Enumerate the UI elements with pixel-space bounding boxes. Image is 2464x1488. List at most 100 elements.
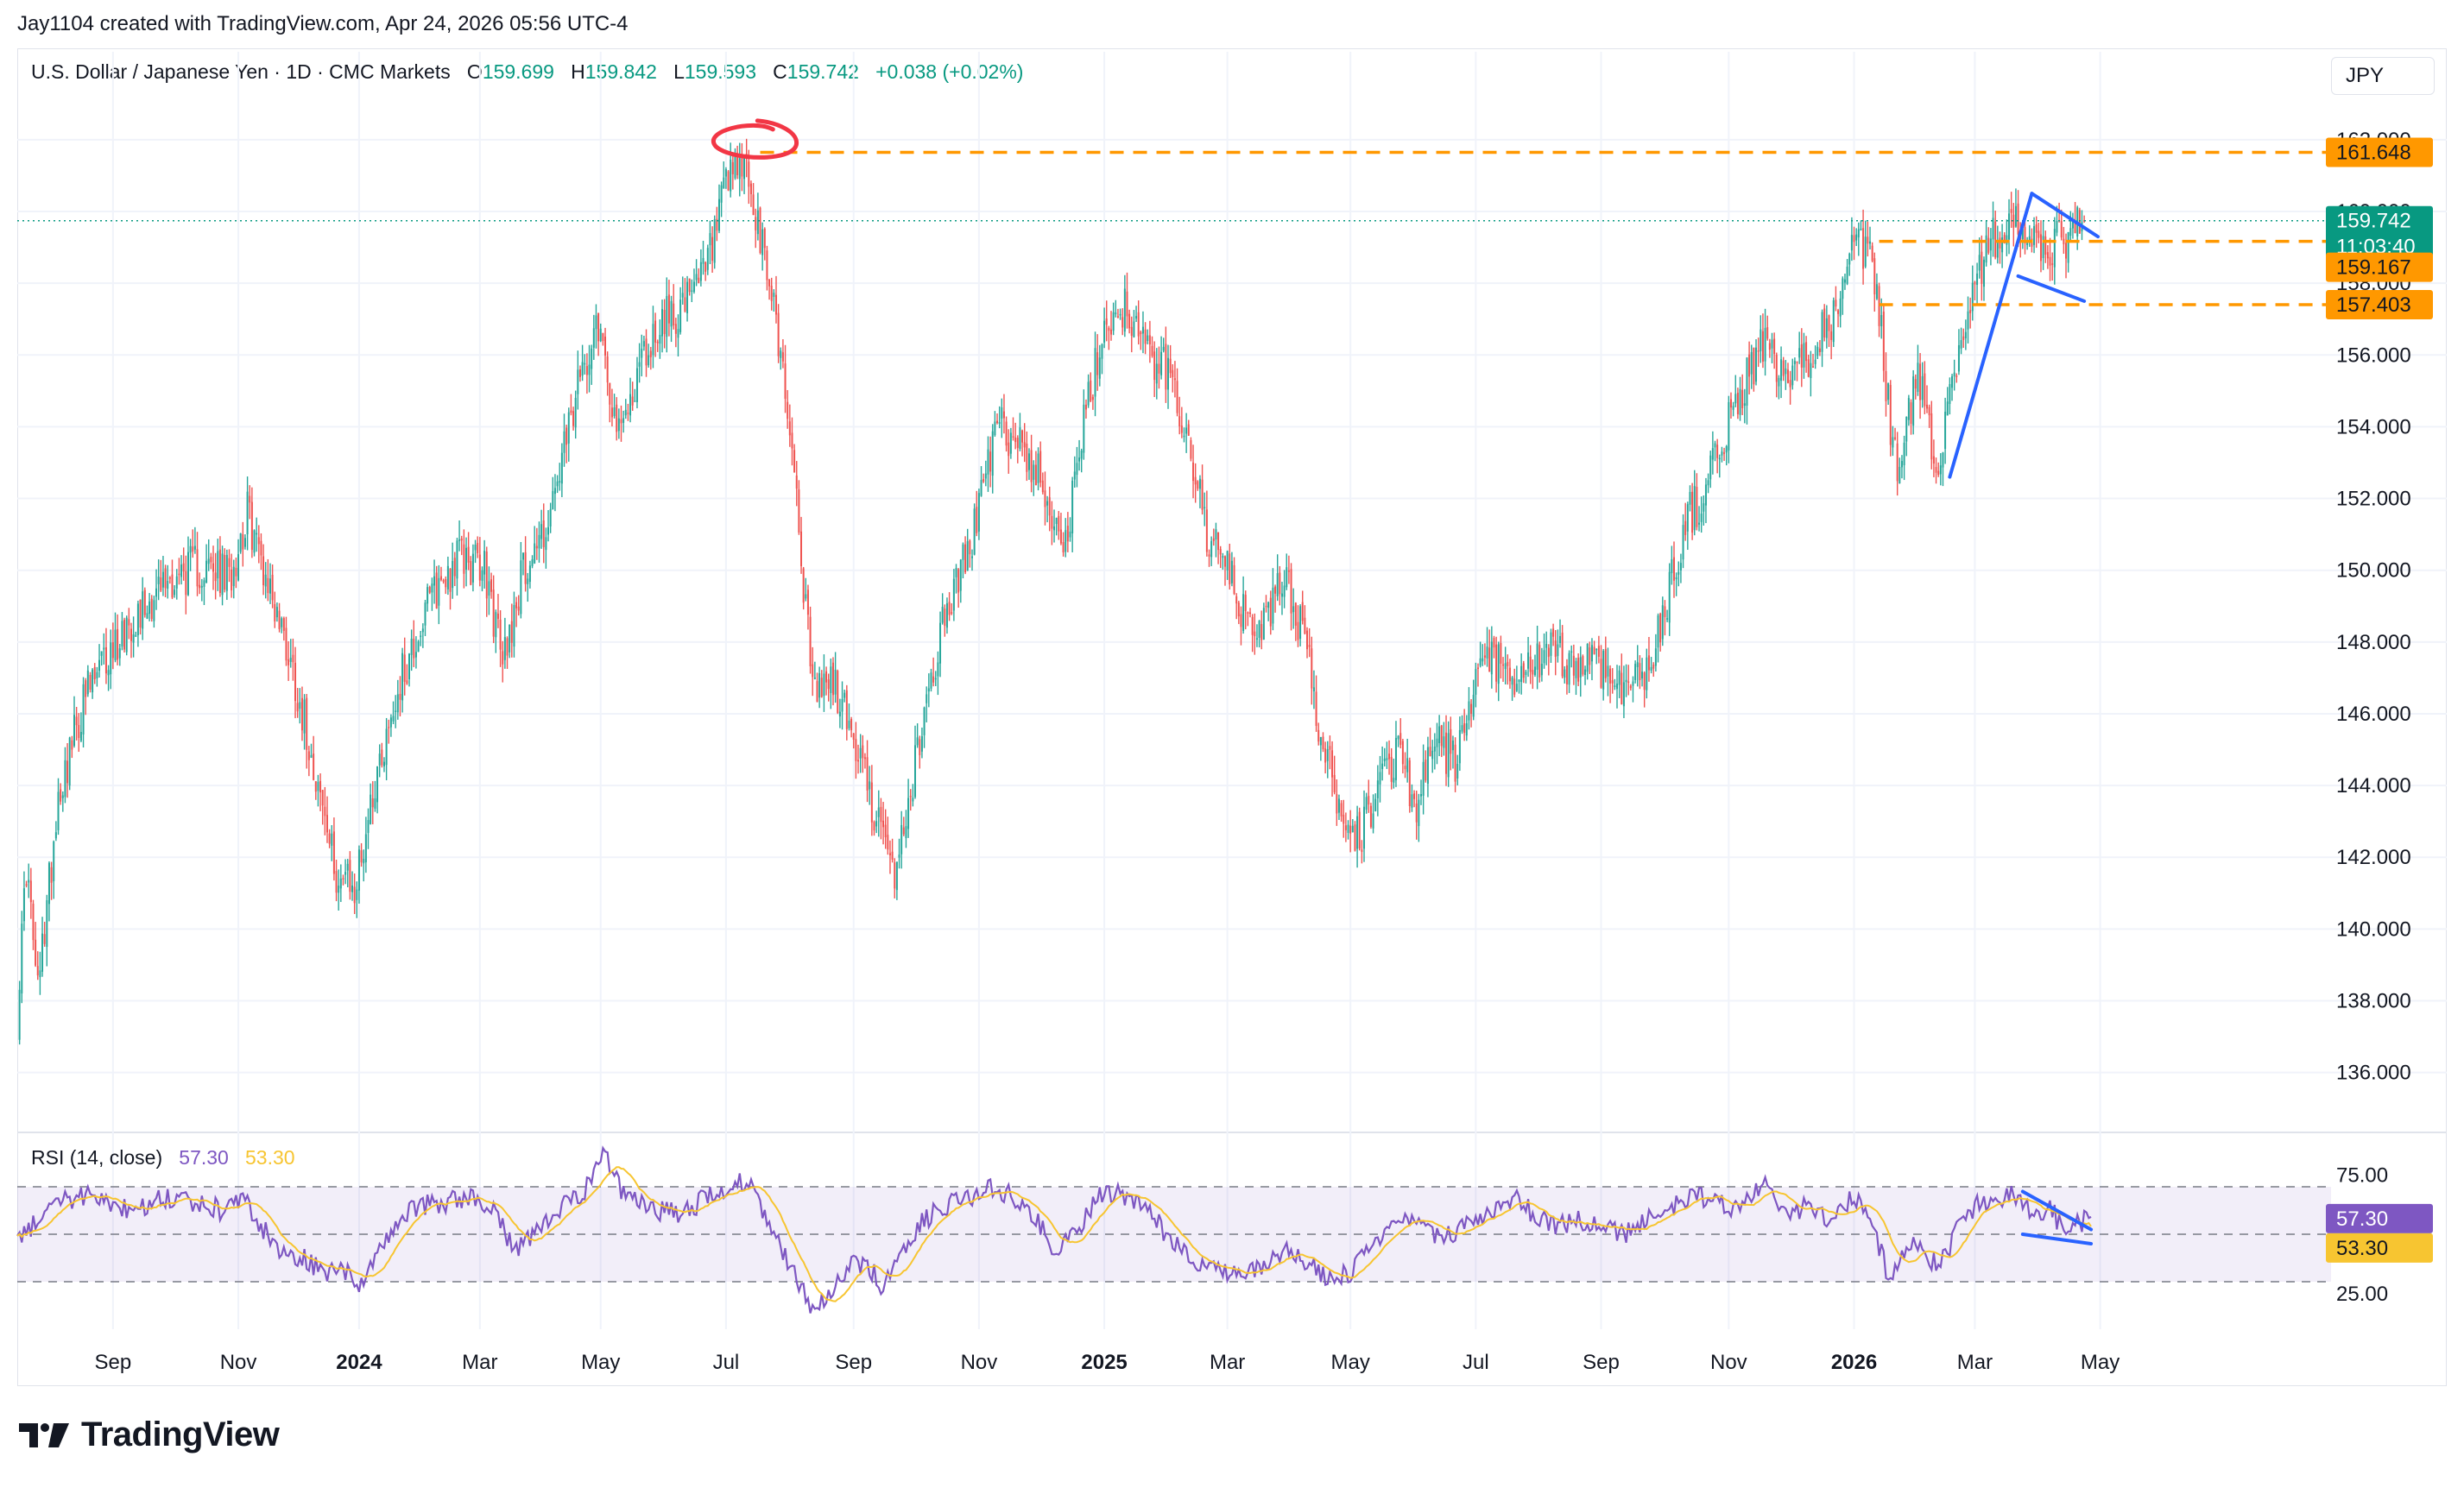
candle-body [57, 791, 60, 830]
candle-body [812, 664, 814, 678]
candle-body [178, 573, 180, 576]
candle-body [1173, 378, 1176, 381]
candle-body [581, 362, 584, 376]
candle-body [180, 564, 183, 577]
candle-body [1096, 352, 1099, 375]
candle-body [1311, 648, 1313, 689]
candle-body [577, 369, 579, 394]
price-tick-label: 136.000 [2336, 1062, 2411, 1085]
candle-body [1748, 354, 1751, 377]
candle-body [574, 397, 577, 428]
candle-body [1721, 451, 1723, 456]
candle-body [1431, 750, 1434, 760]
candle-body [900, 824, 903, 854]
candle-body [1014, 438, 1017, 443]
currency-button[interactable]: JPY [2331, 57, 2435, 95]
candle-body [1775, 355, 1778, 382]
candle-body [973, 508, 976, 555]
candle-body [2067, 231, 2069, 263]
candle-body [1547, 647, 1550, 658]
candle-body [1627, 681, 1630, 684]
trendline [1948, 192, 2034, 479]
candle-body [934, 678, 937, 680]
candle-body [763, 228, 766, 249]
candle-body [205, 560, 208, 583]
candle-body [1247, 612, 1249, 614]
candle-body [317, 781, 319, 791]
candle-body [2033, 226, 2036, 245]
candle-body [631, 396, 634, 406]
candle-body [2017, 203, 2019, 235]
candle-body [1780, 359, 1783, 381]
candle-body [1185, 427, 1188, 434]
candle-body [1205, 509, 1208, 552]
candle-body [656, 341, 659, 344]
candle-body [1728, 401, 1730, 451]
tradingview-logo[interactable]: TradingView [19, 1415, 280, 1454]
candle-body [1782, 360, 1785, 376]
candle-body [275, 607, 278, 618]
candle-body [1989, 238, 1992, 251]
candle-body [135, 635, 137, 637]
candle-body [1853, 235, 1855, 243]
candle-body [1090, 380, 1092, 401]
candle-body [559, 481, 561, 483]
candle-body [256, 533, 258, 535]
candle-body [1080, 451, 1083, 459]
candle-body [224, 555, 226, 590]
price-tags-layer: 161.648 159.742 11:03:40 159.167 157.403… [2326, 137, 2433, 1263]
candle-body [1162, 346, 1165, 351]
trendline [2016, 274, 2087, 303]
candle-body [1393, 778, 1395, 783]
candle-body [1507, 661, 1509, 666]
candle-body [825, 671, 828, 683]
candle-body [553, 488, 556, 495]
candle-body [1490, 641, 1493, 675]
candle-body [882, 820, 885, 828]
candle-body [1561, 632, 1564, 677]
candle-body [1475, 669, 1477, 695]
candle-body [125, 617, 128, 653]
rsi-legend[interactable]: RSI (14, close) 57.30 53.30 [31, 1146, 295, 1170]
candle-body [1160, 351, 1163, 375]
candle-body [2003, 235, 2006, 243]
rsi-tick-label: 25.00 [2336, 1283, 2388, 1306]
candle-body [114, 629, 117, 660]
candle-body [1502, 664, 1505, 666]
candle-body [749, 183, 752, 194]
candle-body [663, 309, 666, 335]
candle-body [478, 554, 481, 581]
candle-body [1272, 587, 1274, 624]
candle-body [1331, 750, 1334, 778]
candle-body [1725, 446, 1728, 453]
candle-body [1269, 597, 1272, 627]
candle-body [1714, 443, 1716, 448]
candle-body [399, 693, 401, 700]
candle-body [1500, 642, 1502, 664]
candle-body [734, 154, 736, 179]
symbol-legend[interactable]: U.S. Dollar / Japanese Yen · 1D · CMC Ma… [31, 60, 1023, 84]
candle-body [1408, 760, 1411, 806]
candle-body [905, 826, 907, 839]
candle-body [1454, 744, 1456, 782]
candle-body [460, 538, 463, 541]
candle-body [1939, 465, 1942, 475]
candle-body [1900, 461, 1903, 468]
price-tick-label: 140.000 [2336, 917, 2411, 941]
candle-body [1304, 617, 1306, 634]
time-tick-label: Sep [835, 1351, 872, 1374]
candle-body [1846, 266, 1848, 284]
candle-body [1418, 799, 1420, 827]
candle-body [1930, 413, 1933, 460]
candle-body [1470, 703, 1473, 715]
candle-body [1589, 647, 1591, 665]
candle-body [1830, 331, 1833, 340]
candle-body [1051, 515, 1053, 529]
candle-body [2026, 243, 2029, 246]
candle-body [2021, 229, 2024, 240]
candle-body [1026, 444, 1028, 472]
candle-body [499, 619, 502, 650]
candle-body [1436, 738, 1438, 747]
candle-body [1262, 608, 1265, 640]
